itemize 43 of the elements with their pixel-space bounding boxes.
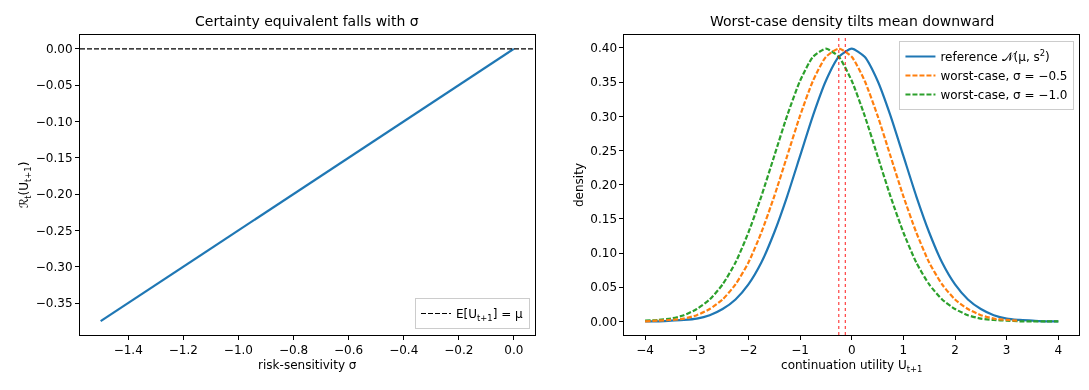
x-tick-label: 0 xyxy=(847,343,856,358)
legend-label: worst-case, σ = −1.0 xyxy=(940,88,1068,103)
x-tick-label: 2 xyxy=(951,343,959,358)
y-tick-label: −0.30 xyxy=(35,259,73,274)
y-tick-label: 0.40 xyxy=(590,41,618,56)
x-tick-label: −1 xyxy=(791,343,809,358)
x-tick-label: −0.8 xyxy=(278,343,309,358)
y-tick-label: 0.20 xyxy=(590,177,618,192)
y-tick-label: −0.20 xyxy=(35,187,73,202)
y-tick-label: 0.05 xyxy=(590,280,618,295)
legend-label: worst-case, σ = −0.5 xyxy=(940,69,1068,84)
y-axis-title: density xyxy=(571,163,586,207)
y-tick-label: −0.15 xyxy=(35,150,73,165)
x-tick-label: 1 xyxy=(899,343,908,358)
x-tick-label: −2 xyxy=(739,343,758,358)
x-tick-label: −4 xyxy=(636,343,654,358)
y-tick-label: 0.15 xyxy=(590,212,618,227)
y-tick-label: −0.05 xyxy=(35,78,73,93)
x-axis-title: continuation utility U$_{t+1}$ xyxy=(781,358,923,374)
x-axis-title: risk-sensitivity σ xyxy=(258,358,357,373)
x-tick-label: 0.0 xyxy=(504,343,524,358)
y-tick-label: 0.35 xyxy=(590,75,618,90)
x-tick-label: 3 xyxy=(1002,343,1011,358)
y-tick-label: 0.30 xyxy=(590,109,618,124)
y-tick-label: −0.10 xyxy=(35,114,73,129)
x-tick-label: −1.0 xyxy=(223,343,253,358)
x-tick-label: −1.4 xyxy=(113,343,143,358)
y-tick-label: 0.00 xyxy=(590,314,618,329)
y-tick-label: −0.25 xyxy=(35,223,73,238)
x-tick-label: −1.2 xyxy=(168,343,198,358)
legend-label: E[U$_{t+1}$] = μ xyxy=(456,307,524,323)
x-tick-label: −0.4 xyxy=(389,343,419,358)
legend-label: reference 𝒩(μ, s$^{2}$) xyxy=(940,48,1050,65)
chart-title: Certainty equivalent falls with σ xyxy=(195,13,419,29)
x-tick-label: −0.6 xyxy=(334,343,364,358)
y-tick-label: −0.35 xyxy=(35,296,73,311)
y-tick-label: 0.25 xyxy=(590,143,618,158)
x-tick-label: 4 xyxy=(1054,343,1063,358)
y-tick-label: 0.10 xyxy=(590,246,618,261)
y-tick-label: 0.00 xyxy=(45,42,73,56)
x-tick-label: −0.2 xyxy=(444,343,474,358)
x-tick-label: −3 xyxy=(687,343,706,358)
chart-title: Worst-case density tilts mean downward xyxy=(710,13,995,29)
